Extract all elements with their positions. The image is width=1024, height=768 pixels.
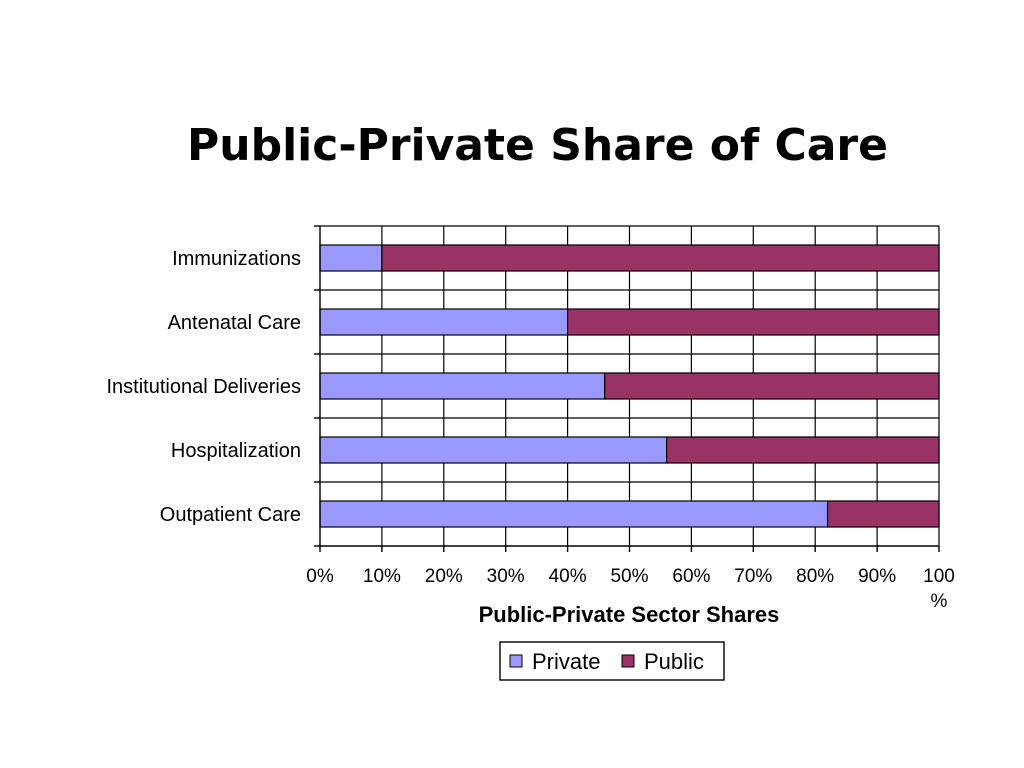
x-tick-label: 50% (610, 566, 648, 587)
x-tick-label: 80% (796, 566, 834, 587)
bar-public (666, 436, 940, 464)
category-label: Immunizations (172, 248, 301, 270)
bar-public (566, 308, 940, 336)
x-tick-label: 90% (858, 566, 896, 587)
bar-private (319, 372, 606, 400)
legend: Private Public (499, 641, 725, 681)
bar-private (319, 436, 668, 464)
category-label: Hospitalization (171, 440, 301, 462)
category-labels: Immunizations Antenatal Care Institutional… (106, 248, 301, 526)
bars (319, 244, 940, 528)
x-tick-label: 40% (549, 566, 587, 587)
x-tick-label: 70% (734, 566, 772, 587)
bar-private (319, 244, 383, 272)
legend-label-public: Public (644, 649, 704, 674)
bar-public (604, 372, 940, 400)
x-tick-label: 30% (487, 566, 525, 587)
legend-box (499, 641, 725, 681)
x-tick-label: 100% (923, 566, 955, 612)
x-tick-label: 60% (672, 566, 710, 587)
category-label: Antenatal Care (168, 312, 301, 334)
bar-public (381, 244, 940, 272)
bar-public (826, 500, 940, 528)
category-label: Institutional Deliveries (106, 376, 301, 398)
legend-label-private: Private (532, 649, 600, 674)
bar-private (319, 308, 569, 336)
bar-private (319, 500, 829, 528)
axes (314, 225, 940, 552)
category-label: Outpatient Care (160, 504, 301, 526)
legend-swatch-public (621, 654, 635, 668)
x-tick-label: 20% (425, 566, 463, 587)
legend-swatch-private (509, 654, 523, 668)
x-tick-label: 10% (363, 566, 401, 587)
x-tick-labels: 0% 10% 20% 30% 40% 50% 60% 70% 80% 90% 100% (306, 566, 955, 612)
chart-title: Public-Private Share of Care (187, 120, 888, 171)
x-axis-title: Public-Private Sector Shares (479, 602, 780, 627)
x-tick-label: 0% (306, 566, 334, 587)
